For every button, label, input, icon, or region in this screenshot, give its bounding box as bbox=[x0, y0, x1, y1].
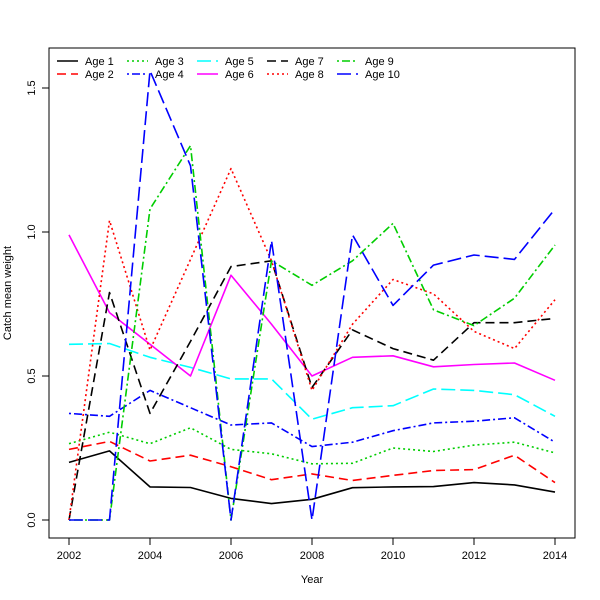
legend-label: Age 1 bbox=[85, 56, 114, 68]
y-tick-label: 1.5 bbox=[26, 80, 38, 95]
series-line-age-9 bbox=[69, 144, 556, 521]
series-line-age-1 bbox=[68, 450, 556, 505]
x-tick-label: 2004 bbox=[138, 550, 162, 562]
x-tick-label: 2006 bbox=[219, 550, 243, 562]
series-line-age-3 bbox=[68, 426, 556, 465]
y-tick-label: 1.0 bbox=[26, 224, 38, 239]
legend-label: Age 8 bbox=[295, 69, 324, 81]
y-axis: 0.0 0.5 1.0 1.5 bbox=[26, 80, 49, 528]
y-axis-title: Catch mean weight bbox=[2, 246, 14, 340]
legend-label: Age 5 bbox=[225, 56, 254, 68]
x-tick-label: 2012 bbox=[462, 550, 486, 562]
y-tick-label: 0.0 bbox=[26, 512, 38, 527]
legend-label: Age 7 bbox=[295, 56, 324, 68]
legend-label: Age 10 bbox=[365, 69, 400, 81]
legend-label: Age 6 bbox=[225, 69, 254, 81]
series-line-age-5 bbox=[68, 342, 556, 421]
series-line-age-4 bbox=[68, 389, 556, 448]
series-line-age-2 bbox=[68, 440, 556, 484]
legend-label: Age 2 bbox=[85, 69, 114, 81]
x-axis-title: Year bbox=[301, 574, 324, 586]
series-layer bbox=[68, 69, 556, 521]
legend-label: Age 9 bbox=[365, 56, 394, 68]
y-tick-label: 0.5 bbox=[26, 368, 38, 383]
series-line-age-7 bbox=[68, 259, 556, 521]
legend-label: Age 4 bbox=[155, 69, 184, 81]
x-tick-label: 2010 bbox=[381, 550, 405, 562]
series-line-age-6 bbox=[68, 234, 556, 382]
x-tick-label: 2002 bbox=[57, 550, 81, 562]
legend-label: Age 3 bbox=[155, 56, 184, 68]
x-axis: 2002 2004 2006 2008 2010 2012 2014 bbox=[57, 538, 567, 562]
x-tick-label: 2014 bbox=[543, 550, 567, 562]
series-line-age-10 bbox=[69, 69, 556, 521]
x-tick-label: 2008 bbox=[300, 550, 324, 562]
